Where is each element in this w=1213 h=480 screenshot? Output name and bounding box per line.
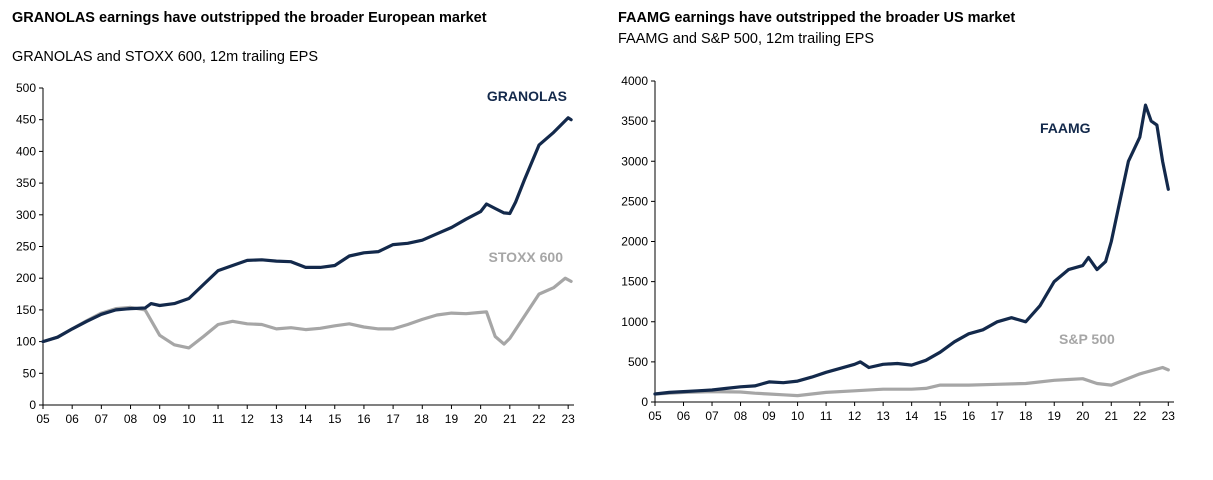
- chart-title: GRANOLAS earnings have outstripped the b…: [12, 10, 487, 26]
- y-tick-label: 150: [16, 303, 36, 317]
- x-tick-label: 08: [734, 409, 748, 423]
- y-tick-label: 350: [16, 176, 36, 190]
- x-tick-label: 20: [1076, 409, 1090, 423]
- x-tick-label: 20: [474, 412, 488, 426]
- y-tick-label: 250: [16, 240, 36, 254]
- series-line-stoxx-600: [41, 276, 573, 350]
- y-tick-label: 2000: [621, 235, 648, 249]
- y-tick-label: 450: [16, 113, 36, 127]
- y-tick-label: 300: [16, 208, 36, 222]
- series-line-faamg: [653, 103, 1170, 396]
- x-tick-label: 16: [962, 409, 976, 423]
- y-tick-label: 2500: [621, 194, 648, 208]
- line-chart-faamg: 0 500 1000 1500 2000 2500 3000 3500 4000 05 06 07 08…: [621, 74, 1176, 423]
- x-tick-label: 05: [648, 409, 662, 423]
- y-tick-label: 200: [16, 271, 36, 285]
- y-tick-label: 500: [628, 355, 648, 369]
- x-tick-label: 21: [503, 412, 517, 426]
- y-tick-label: 50: [23, 366, 37, 380]
- chart-title: FAAMG earnings have outstripped the broa…: [618, 10, 1016, 26]
- line-chart-granolas: 0 50 100 150 200 250 300 350 400 450 500 05 06 07 08 09…: [16, 81, 575, 426]
- y-tick-label: 100: [16, 335, 36, 349]
- x-tick-label: 23: [1162, 409, 1176, 423]
- x-tick-label: 12: [241, 412, 255, 426]
- x-tick-label: 09: [762, 409, 776, 423]
- chart-panel-granolas: GRANOLAS earnings have outstripped the b…: [0, 0, 600, 480]
- series-label-s-p-500: S&P 500: [1059, 331, 1115, 347]
- y-tick-label: 400: [16, 144, 36, 158]
- y-tick-label: 500: [16, 81, 36, 95]
- x-tick-label: 22: [1133, 409, 1147, 423]
- y-tick-label: 3000: [621, 154, 648, 168]
- x-tick-label: 19: [445, 412, 459, 426]
- x-tick-label: 06: [65, 412, 79, 426]
- x-tick-label: 18: [416, 412, 430, 426]
- series-line-granolas: [41, 116, 573, 344]
- series-label-stoxx-600: STOXX 600: [489, 249, 564, 265]
- series-label-faamg: FAAMG: [1040, 120, 1091, 136]
- x-tick-label: 19: [1048, 409, 1062, 423]
- x-tick-label: 12: [848, 409, 862, 423]
- x-tick-label: 09: [153, 412, 167, 426]
- x-tick-label: 15: [328, 412, 342, 426]
- x-tick-label: 18: [1019, 409, 1033, 423]
- chart-subtitle: FAAMG and S&P 500, 12m trailing EPS: [618, 31, 875, 47]
- x-tick-label: 21: [1105, 409, 1119, 423]
- y-tick-label: 0: [641, 395, 648, 409]
- x-tick-label: 23: [561, 412, 575, 426]
- x-tick-label: 14: [299, 412, 313, 426]
- x-tick-label: 10: [791, 409, 805, 423]
- y-tick-label: 4000: [621, 74, 648, 88]
- y-tick-label: 1500: [621, 275, 648, 289]
- y-tick-label: 0: [29, 398, 36, 412]
- x-tick-label: 11: [212, 412, 225, 426]
- chart-subtitle: GRANOLAS and STOXX 600, 12m trailing EPS: [12, 49, 318, 65]
- x-tick-label: 22: [532, 412, 546, 426]
- x-tick-label: 13: [876, 409, 890, 423]
- x-tick-label: 16: [357, 412, 371, 426]
- y-tick-label: 1000: [621, 315, 648, 329]
- x-tick-label: 07: [705, 409, 719, 423]
- x-tick-label: 10: [182, 412, 196, 426]
- x-tick-label: 06: [677, 409, 691, 423]
- x-tick-label: 11: [820, 409, 833, 423]
- y-tick-label: 3500: [621, 114, 648, 128]
- x-tick-label: 17: [386, 412, 400, 426]
- x-tick-label: 15: [933, 409, 947, 423]
- series-line-s-p-500: [653, 365, 1170, 398]
- series-label-granolas: GRANOLAS: [487, 88, 567, 104]
- x-tick-label: 13: [270, 412, 284, 426]
- chart-panel-faamg: FAAMG earnings have outstripped the broa…: [606, 0, 1213, 480]
- x-tick-label: 05: [36, 412, 50, 426]
- x-tick-label: 14: [905, 409, 919, 423]
- x-tick-label: 17: [991, 409, 1005, 423]
- x-tick-label: 07: [95, 412, 109, 426]
- x-tick-label: 08: [124, 412, 138, 426]
